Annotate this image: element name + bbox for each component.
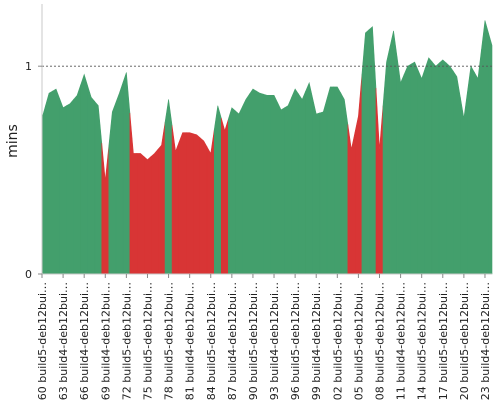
build-area-715 [424, 57, 433, 275]
x-tick-label: #681 build4-deb12bui… [184, 282, 197, 400]
y-axis-title: mins [5, 124, 21, 158]
build-area-688 [235, 106, 243, 275]
build-area-707 [368, 26, 377, 275]
x-tick-label: #693 build4-deb12bui… [268, 282, 281, 400]
build-area-700 [319, 99, 328, 275]
build-area-722 [474, 49, 482, 275]
build-area-710 [389, 30, 398, 275]
build-area-713 [410, 61, 419, 275]
area-layer [41, 20, 493, 275]
build-area-699 [312, 98, 321, 275]
build-area-660 [41, 105, 46, 275]
x-ticks: #660 build5-deb12bui… #663 build4-deb12bu… [36, 274, 492, 400]
build-area-702 [333, 86, 342, 275]
build-area-721 [467, 65, 475, 275]
build-area-716 [431, 61, 440, 275]
build-area-718 [445, 62, 454, 275]
x-tick-label: #720 build5-deb12bui… [458, 282, 471, 400]
x-tick-label: #705 build5-deb12bui… [352, 282, 365, 400]
build-area-712 [403, 63, 412, 275]
build-area-719 [453, 70, 461, 275]
build-area-696 [291, 88, 299, 275]
x-tick-label: #660 build5-deb12bui… [36, 282, 49, 400]
build-area-679 [171, 125, 180, 275]
build-area-685 [213, 105, 222, 275]
build-area-705 [354, 74, 363, 275]
build-area-714 [417, 68, 426, 275]
x-tick-label: #666 build4-deb12bui… [78, 282, 91, 400]
y-tick-label: 0 [25, 268, 32, 281]
build-area-684 [206, 129, 215, 275]
build-area-720 [460, 92, 468, 275]
x-tick-label: #708 build5-deb12bui… [374, 282, 387, 400]
x-tick-label: #669 build4-deb12bui… [99, 282, 112, 400]
build-area-709 [382, 46, 391, 275]
x-tick-label: #675 build5-deb12bui… [142, 282, 155, 400]
build-area-717 [438, 59, 447, 275]
build-area-698 [305, 81, 314, 275]
x-tick-label: #723 build4-deb12bui… [479, 282, 492, 400]
build-area-711 [396, 56, 405, 275]
build-area-672 [122, 72, 131, 275]
build-area-674 [136, 153, 145, 275]
build-area-691 [256, 90, 264, 275]
build-area-669 [101, 143, 110, 275]
build-area-687 [228, 107, 236, 275]
x-tick-label: #687 build4-deb12bui… [226, 282, 239, 400]
x-tick-label: #714 build5-deb12bui… [416, 282, 429, 400]
build-area-689 [242, 93, 250, 275]
build-area-695 [284, 97, 292, 275]
axis-layer [41, 4, 492, 275]
build-area-661 [45, 90, 53, 275]
x-tick-label: #684 build5-deb12bui… [205, 282, 218, 400]
x-tick-label: #672 build5-deb12bui… [120, 282, 133, 400]
build-area-677 [157, 122, 166, 275]
build-area-668 [94, 100, 103, 275]
build-area-663 [59, 98, 67, 275]
y-ticks: 01 [25, 60, 42, 281]
build-area-701 [326, 86, 335, 275]
x-tick-label: #702 build5-deb12bui… [331, 282, 344, 400]
build-area-724 [488, 32, 493, 275]
build-area-703 [340, 92, 349, 275]
build-area-665 [73, 84, 81, 275]
x-tick-label: #678 build5-deb12bui… [163, 282, 176, 400]
y-tick-label: 1 [25, 60, 32, 73]
build-area-693 [270, 94, 278, 275]
build-area-704 [347, 124, 356, 275]
x-tick-label: #663 build4-deb12bui… [57, 282, 70, 400]
build-area-694 [277, 102, 285, 275]
build-area-692 [263, 93, 271, 275]
build-area-682 [192, 133, 201, 275]
build-area-673 [129, 112, 138, 275]
build-area-678 [164, 99, 173, 275]
build-area-681 [185, 132, 194, 275]
build-area-680 [178, 132, 187, 275]
x-tick-label: #717 build5-deb12bui… [437, 282, 450, 400]
x-tick-label: #699 build4-deb12bui… [310, 282, 323, 400]
build-area-686 [221, 118, 229, 275]
x-tick-label: #711 build4-deb12bui… [395, 282, 408, 400]
build-area-683 [199, 137, 208, 275]
build-area-664 [66, 98, 74, 275]
build-area-676 [150, 148, 159, 275]
x-tick-label: #690 build5-deb12bui… [247, 282, 260, 400]
build-area-667 [87, 85, 96, 275]
build-area-671 [115, 82, 124, 275]
build-area-670 [108, 102, 117, 275]
build-area-723 [481, 20, 489, 275]
x-tick-label: #696 build5-deb12bui… [289, 282, 302, 400]
build-area-666 [80, 73, 88, 275]
build-area-675 [143, 155, 152, 275]
build-area-662 [52, 88, 60, 275]
build-area-690 [249, 88, 257, 275]
build-area-697 [298, 91, 306, 275]
build-area-708 [375, 87, 384, 275]
